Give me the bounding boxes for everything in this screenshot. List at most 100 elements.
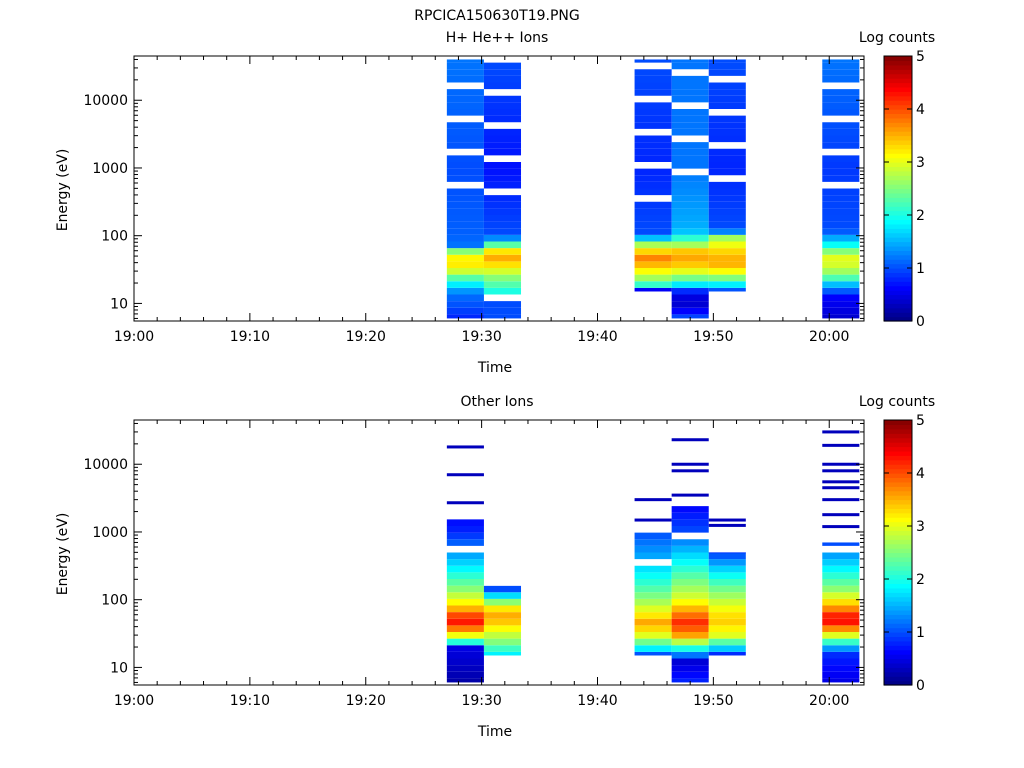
colorbar-swatch (884, 188, 912, 194)
colorbar-swatch (884, 543, 912, 549)
heatmap-cell (483, 307, 522, 315)
heatmap-cell (708, 234, 746, 242)
heatmap-cell (708, 281, 746, 288)
data-column (671, 438, 709, 683)
page-title: RPCICA150630T19.PNG (414, 8, 579, 24)
heatmap-cell (708, 585, 746, 593)
colorbar-swatch (884, 64, 912, 70)
heatmap-cell (446, 671, 484, 679)
heatmap-cell (708, 605, 746, 613)
colorbar-swatch (884, 548, 912, 554)
heatmap-line (708, 518, 746, 522)
heatmap-cell (822, 565, 860, 573)
heatmap-cell (634, 142, 672, 149)
colorbar-tick-label: 4 (916, 466, 925, 482)
heatmap-cell (708, 155, 746, 162)
heatmap-cell (671, 598, 709, 606)
data-column (483, 585, 522, 656)
colorbar-tick-label: 5 (916, 49, 925, 65)
y-tick-label: 10 (110, 296, 128, 312)
heatmap-cell (671, 241, 709, 249)
colorbar-swatch (884, 109, 912, 115)
heatmap-cell (483, 268, 522, 275)
heatmap-cell (634, 89, 672, 96)
colorbar-swatch (884, 667, 912, 673)
heatmap-cell (634, 552, 672, 560)
x-tick-label: 20:00 (809, 693, 849, 709)
heatmap-cell (822, 658, 860, 666)
colorbar-swatch (884, 170, 912, 176)
heatmap-cell (671, 234, 709, 242)
heatmap-cell (822, 625, 860, 632)
colorbar-swatch (884, 512, 912, 518)
colorbar-swatch (884, 424, 912, 430)
heatmap-cell (634, 632, 672, 639)
heatmap-cell (708, 168, 746, 176)
colorbar-swatch (884, 268, 912, 274)
heatmap-cell (822, 307, 860, 315)
colorbar-swatch (884, 184, 912, 190)
heatmap-cell (822, 241, 860, 249)
heatmap-cell (671, 585, 709, 593)
heatmap-cell (483, 162, 522, 169)
colorbar-swatch (884, 100, 912, 106)
heatmap-cell (634, 281, 672, 288)
heatmap-cell (483, 254, 522, 262)
heatmap-cell (446, 168, 484, 176)
x-tick-label: 19:20 (346, 329, 386, 345)
colorbar-swatch (884, 658, 912, 664)
heatmap-cell (634, 122, 672, 129)
colorbar-swatch (884, 508, 912, 514)
data-column (446, 59, 484, 319)
heatmap-line (822, 462, 860, 466)
heatmap-cell (822, 268, 860, 275)
heatmap-cell (483, 234, 522, 242)
heatmap-cell (634, 585, 672, 593)
heatmap-cell (446, 281, 484, 288)
colorbar-swatch (884, 609, 912, 615)
colorbar-swatch (884, 574, 912, 580)
heatmap-cell (822, 572, 860, 579)
heatmap-line (671, 462, 709, 466)
heatmap-cell (634, 215, 672, 222)
heatmap-cell (446, 248, 484, 255)
heatmap-cell (708, 201, 746, 209)
x-axis-label: Time (477, 360, 512, 376)
x-tick-label: 20:00 (809, 329, 849, 345)
heatmap-cell (708, 638, 746, 646)
heatmap-cell (634, 175, 672, 182)
colorbar-swatch (884, 201, 912, 207)
heatmap-cell (634, 618, 672, 626)
heatmap-line (671, 493, 709, 497)
heatmap-cell (708, 95, 746, 103)
heatmap-cell (822, 195, 860, 202)
heatmap-cell (671, 82, 709, 90)
heatmap-cell (483, 248, 522, 255)
colorbar-swatch (884, 60, 912, 66)
colorbar-swatch (884, 442, 912, 448)
heatmap-cell (483, 221, 522, 229)
y-tick-label: 100 (101, 593, 128, 609)
heatmap-line (634, 498, 672, 502)
heatmap-cell (708, 208, 746, 215)
colorbar-swatch (884, 135, 912, 141)
heatmap-cell (708, 274, 746, 282)
heatmap-cell (634, 605, 672, 613)
y-axis-label: Energy (eV) (55, 513, 71, 596)
heatmap-cell (483, 638, 522, 646)
colorbar-swatch (884, 450, 912, 456)
heatmap-cell (483, 142, 522, 149)
heatmap-cell (671, 109, 709, 116)
heatmap-cell (446, 579, 484, 586)
heatmap-cell (822, 221, 860, 229)
heatmap-cell (671, 115, 709, 123)
heatmap-cell (634, 645, 672, 652)
data-column (822, 59, 860, 319)
heatmap-cell (634, 261, 672, 268)
colorbar-tick-label: 0 (916, 314, 925, 330)
colorbar-swatch (884, 91, 912, 97)
heatmap-cell (708, 632, 746, 639)
heatmap-cell (634, 148, 672, 156)
heatmap-line (822, 513, 860, 517)
